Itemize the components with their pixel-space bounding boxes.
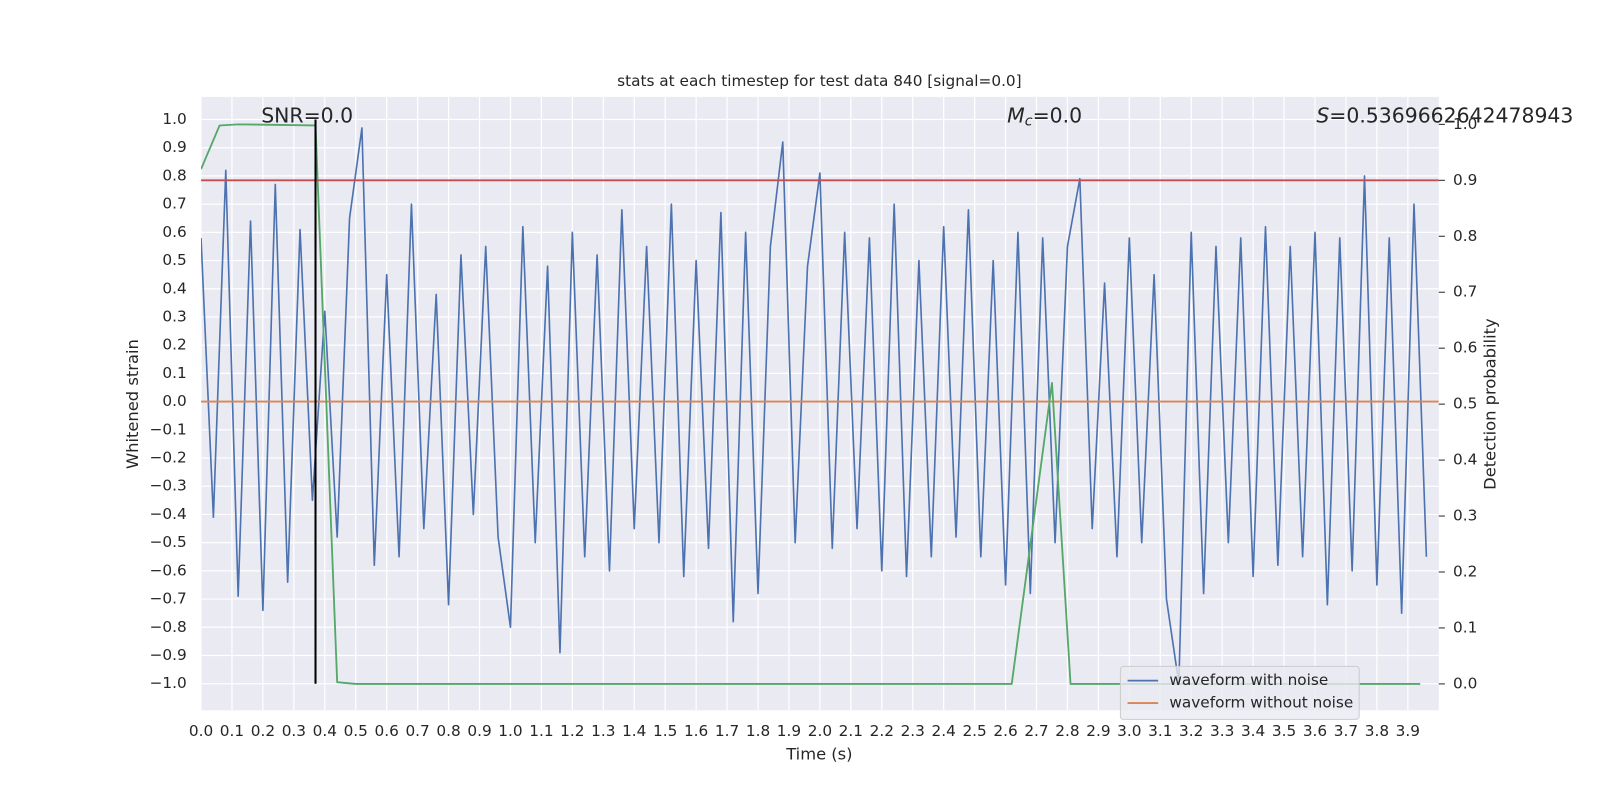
y2-tick-label: 0.4 (1453, 451, 1477, 469)
annotation: Mc=0.0 (1007, 103, 1082, 129)
x-tick-label: 2.7 (1024, 722, 1048, 740)
x-tick-label: 0.8 (436, 722, 460, 740)
x-tick-label: 2.3 (901, 722, 925, 740)
y2-tick-label: 0.7 (1453, 283, 1477, 301)
x-tick-label: 0.1 (220, 722, 244, 740)
x-tick-label: 2.1 (839, 722, 863, 740)
y-tick-label: 0.0 (162, 392, 186, 410)
x-tick-label: 1.2 (560, 722, 584, 740)
x-tick-label: 3.8 (1365, 722, 1389, 740)
y-tick-label: −0.7 (150, 590, 187, 608)
y-tick-label: 1.0 (162, 110, 186, 128)
annotation-symbol: S (1316, 103, 1329, 127)
x-tick-label: 1.9 (777, 722, 801, 740)
y-tick-label: 0.9 (162, 138, 186, 156)
y2-tick-label: 0.9 (1453, 171, 1477, 189)
x-tick-label: 2.2 (870, 722, 894, 740)
x-tick-label: 1.3 (591, 722, 615, 740)
y-tick-label: −0.5 (150, 533, 187, 551)
y-tick-label: 0.8 (162, 166, 186, 184)
x-tick-label: 1.6 (684, 722, 708, 740)
y-tick-label: 0.6 (162, 223, 186, 241)
y-tick-label: −0.2 (150, 449, 187, 467)
annotation: S=0.5369662642478943 (1316, 103, 1573, 127)
y-tick-label: −0.6 (150, 561, 187, 579)
annotation-text: =0.0 (1033, 103, 1083, 127)
labels: 0.0 0.1 0.2 0.3 0.4 0.5 0.6 0.7 0.8 0.9 1.0 1.1 1.2 1… (150, 103, 1574, 740)
x-tick-label: 2.0 (808, 722, 832, 740)
y-tick-label: −0.3 (150, 477, 187, 495)
x-tick-label: 2.5 (962, 722, 986, 740)
x-tick-label: 0.3 (282, 722, 306, 740)
annotation-symbol: M (1007, 103, 1025, 127)
y-tick-label: 0.5 (162, 251, 186, 269)
x-tick-label: 3.9 (1396, 722, 1420, 740)
chart-title: stats at each timestep for test data 840… (617, 72, 1022, 90)
y2-tick-label: 0.5 (1453, 395, 1477, 413)
legend-label: waveform without noise (1169, 694, 1353, 712)
y-tick-label: 0.1 (162, 364, 186, 382)
y-tick-label: −1.0 (150, 674, 187, 692)
x-tick-label: 0.7 (405, 722, 429, 740)
x-tick-label: 3.6 (1303, 722, 1327, 740)
y2-tick-label: 0.8 (1453, 227, 1477, 245)
series-line (201, 127, 1428, 685)
x-tick-label: 0.0 (189, 722, 213, 740)
x-tick-label: 3.2 (1179, 722, 1203, 740)
x-tick-label: 3.1 (1148, 722, 1172, 740)
x-tick-label: 3.0 (1117, 722, 1141, 740)
x-tick-label: 3.5 (1272, 722, 1296, 740)
y2-tick-label: 0.3 (1453, 507, 1477, 525)
y-tick-label: −0.9 (150, 646, 187, 664)
x-tick-label: 1.5 (653, 722, 677, 740)
x-tick-label: 0.6 (375, 722, 399, 740)
y2-axis-label: Detection probability (1480, 318, 1499, 490)
annotation-text: SNR=0.0 (261, 103, 353, 127)
y2-tick-label: 0.1 (1453, 618, 1477, 636)
annotation-subscript: c (1025, 113, 1033, 129)
y-tick-label: 0.7 (162, 195, 186, 213)
x-tick-label: 1.4 (622, 722, 646, 740)
y2-tick-label: 0.0 (1453, 674, 1477, 692)
x-tick-label: 3.3 (1210, 722, 1234, 740)
y2-tick-label: 0.6 (1453, 339, 1477, 357)
legend-box (1119, 665, 1360, 720)
x-tick-label: 2.4 (932, 722, 956, 740)
x-tick-label: 0.4 (313, 722, 337, 740)
x-tick-label: 1.0 (498, 722, 522, 740)
plot-area (201, 119, 1439, 685)
y-tick-label: 0.3 (162, 307, 186, 325)
x-tick-label: 1.1 (529, 722, 553, 740)
legend-label: waveform with noise (1169, 671, 1328, 689)
y2-tick-label: 0.2 (1453, 562, 1477, 580)
x-tick-label: 1.8 (746, 722, 770, 740)
x-tick-label: 0.2 (251, 722, 275, 740)
x-tick-label: 3.7 (1334, 722, 1358, 740)
y-tick-label: −0.4 (150, 505, 187, 523)
x-tick-label: 2.8 (1055, 722, 1079, 740)
x-tick-label: 1.7 (715, 722, 739, 740)
x-tick-label: 3.4 (1241, 722, 1265, 740)
annotation-text: =0.5369662642478943 (1329, 103, 1573, 127)
x-axis-label: Time (s) (785, 745, 852, 764)
y-tick-label: 0.2 (162, 336, 186, 354)
y-axis-label: Whitened strain (123, 339, 142, 469)
x-tick-label: 0.9 (467, 722, 491, 740)
y-tick-label: −0.1 (150, 420, 187, 438)
series-line (201, 123, 1421, 685)
y-tick-label: 0.4 (162, 279, 186, 297)
x-tick-label: 0.5 (344, 722, 368, 740)
annotation: SNR=0.0 (261, 103, 353, 127)
x-tick-label: 2.6 (993, 722, 1017, 740)
x-tick-label: 2.9 (1086, 722, 1110, 740)
y2-tick-label: 1.0 (1453, 115, 1477, 133)
y-tick-label: −0.8 (150, 618, 187, 636)
